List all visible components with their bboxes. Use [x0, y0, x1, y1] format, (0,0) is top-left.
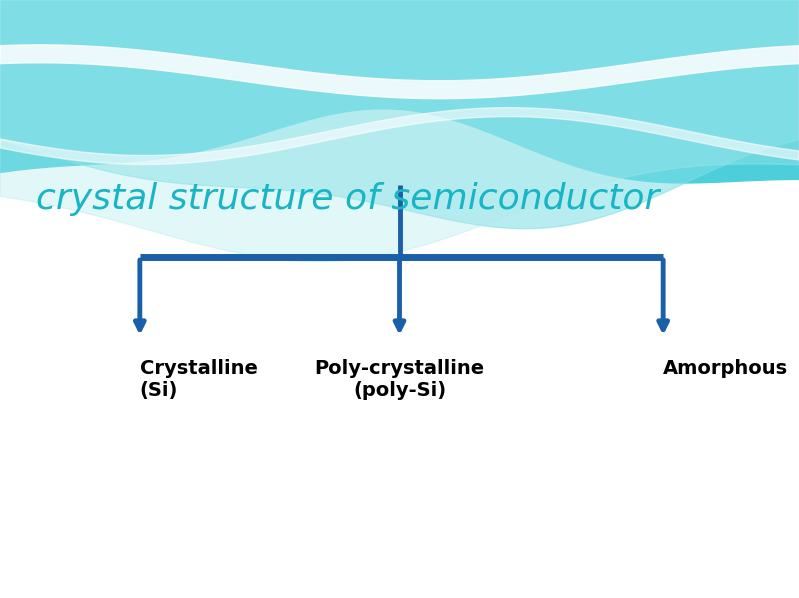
Text: Poly-crystalline
(poly-Si): Poly-crystalline (poly-Si) [315, 359, 484, 400]
Text: crystal structure of semiconductor: crystal structure of semiconductor [36, 182, 659, 216]
Text: Amorphous: Amorphous [663, 359, 789, 378]
Text: Crystalline
(Si): Crystalline (Si) [140, 359, 258, 400]
